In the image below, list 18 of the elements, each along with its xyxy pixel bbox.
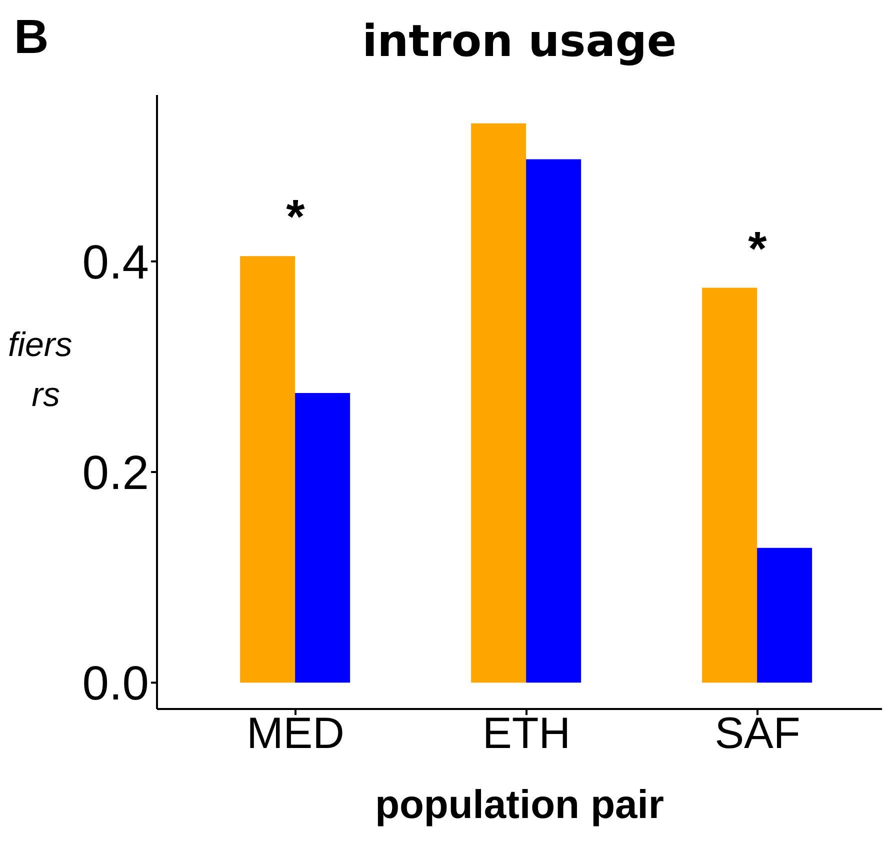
bar — [240, 256, 296, 683]
bar — [471, 123, 526, 683]
y-axis-title: fiers rs — [8, 325, 72, 416]
annotation: * — [285, 191, 306, 244]
y-tick-label: 0.2 — [82, 447, 149, 500]
bar — [757, 548, 812, 683]
x-tick-label: ETH — [482, 709, 570, 758]
x-tick-label: MED — [246, 709, 344, 758]
chart-title: intron usage — [361, 16, 678, 67]
y-tick-label: 0.0 — [82, 658, 149, 711]
bar — [526, 159, 582, 683]
text: B — [14, 10, 49, 65]
annotation: * — [747, 222, 768, 276]
x-tick-label: SAF — [714, 709, 800, 758]
bar — [295, 393, 350, 683]
x-axis-title: population pair — [375, 783, 664, 827]
bar — [702, 288, 758, 683]
y-tick-label: 0.4 — [82, 236, 149, 290]
